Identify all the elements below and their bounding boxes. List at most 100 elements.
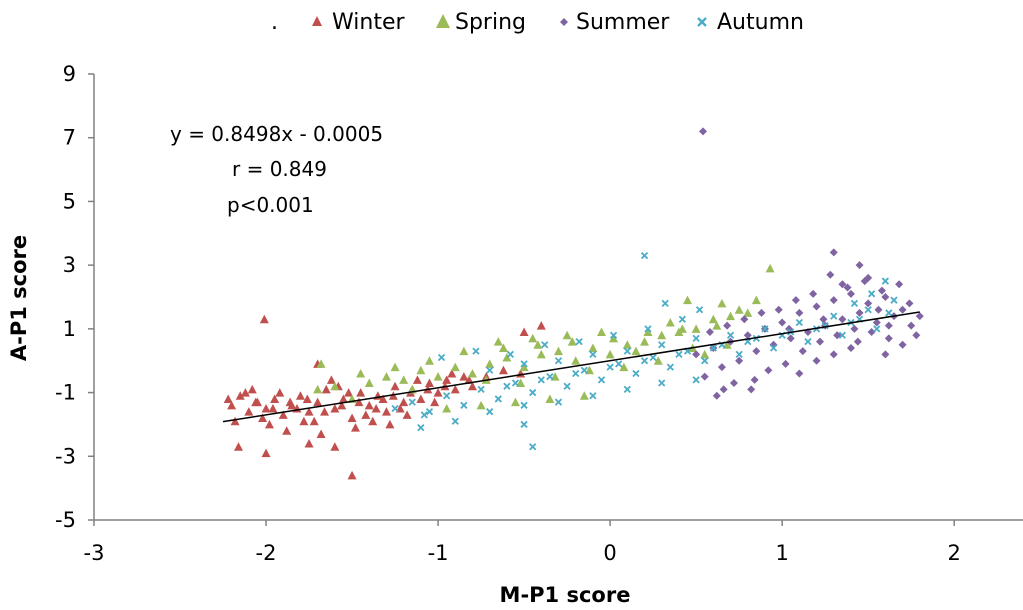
- winter-point: [378, 394, 388, 403]
- winter-point: [302, 394, 312, 403]
- summer-point: [791, 296, 800, 305]
- spring-point: [313, 384, 323, 394]
- autumn-point: [546, 373, 554, 381]
- autumn-point: [572, 369, 580, 378]
- x-tick-label: -3: [84, 541, 105, 565]
- autumn-point: [640, 251, 649, 260]
- winter-point: [350, 423, 360, 432]
- summer-point: [729, 379, 738, 388]
- y-tick-label: -1: [55, 381, 76, 405]
- winter-point: [402, 410, 412, 419]
- autumn-point: [885, 309, 893, 317]
- autumn-point: [615, 360, 623, 368]
- winter-point: [416, 394, 426, 403]
- autumn-point: [649, 353, 657, 362]
- spring-point: [510, 397, 520, 407]
- summer-point: [795, 308, 804, 317]
- winter-point: [278, 410, 288, 419]
- winter-point: [390, 381, 400, 391]
- winter-point: [381, 407, 391, 416]
- y-tick-label: 7: [63, 126, 76, 150]
- autumn-point: [692, 334, 700, 343]
- summer-point: [743, 331, 752, 340]
- y-tick-label: -3: [55, 444, 76, 468]
- autumn-point: [761, 325, 769, 333]
- winter-point: [223, 394, 233, 403]
- autumn-point: [575, 337, 583, 346]
- x-tick-label: -2: [256, 541, 277, 565]
- summer-point: [764, 366, 773, 375]
- spring-point: [316, 359, 326, 368]
- winter-point: [295, 391, 305, 400]
- autumn-point: [735, 350, 743, 358]
- winter-point: [275, 388, 285, 397]
- autumn-point: [589, 392, 597, 400]
- summer-point: [795, 369, 804, 378]
- legend-item-spring: Spring: [436, 10, 526, 35]
- summer-point: [735, 356, 744, 365]
- autumn-point: [511, 379, 520, 387]
- spring-point: [708, 314, 718, 324]
- autumn-point: [769, 344, 778, 352]
- autumn-point: [644, 325, 652, 333]
- winter-point: [371, 404, 381, 413]
- spring-point: [416, 365, 426, 375]
- spring-point: [700, 349, 710, 359]
- spring-point: [330, 381, 340, 391]
- summer-point: [815, 337, 824, 346]
- summer-point: [838, 315, 847, 324]
- autumn-point: [541, 341, 549, 349]
- autumn-point: [486, 408, 494, 416]
- autumn-point: [864, 306, 872, 314]
- spring-point: [657, 330, 667, 340]
- autumn-point: [417, 423, 425, 432]
- spring-point: [381, 372, 391, 381]
- x-tick-label: 1: [775, 541, 788, 565]
- data-points: [223, 127, 924, 480]
- spring-point: [533, 340, 543, 349]
- autumn-point: [678, 315, 687, 323]
- autumn-point: [675, 350, 683, 358]
- summer-point: [905, 299, 914, 308]
- x-axis-label: M-P1 score: [500, 583, 631, 607]
- spring-point: [528, 333, 538, 343]
- winter-point: [519, 327, 529, 337]
- summer-point: [740, 315, 749, 324]
- autumn-point: [563, 382, 571, 390]
- spring-point: [364, 378, 374, 388]
- summer-point: [829, 296, 838, 305]
- summer-point: [898, 340, 907, 349]
- regression-line: [222, 311, 920, 423]
- p-value: p<0.001: [227, 193, 314, 217]
- autumn-point: [623, 385, 631, 394]
- winter-point: [450, 384, 460, 394]
- spring-point: [399, 375, 409, 384]
- summer-point: [884, 334, 893, 343]
- summer-point: [846, 289, 855, 298]
- winter-point: [316, 429, 326, 438]
- spring-point: [726, 311, 736, 321]
- correlation-coefficient: r = 0.849: [232, 157, 327, 181]
- summer-point: [757, 308, 766, 317]
- summer-point: [747, 385, 756, 394]
- summer-point: [778, 318, 787, 327]
- spring-point: [597, 327, 607, 337]
- winter-point: [230, 416, 240, 426]
- autumn-point: [472, 347, 480, 355]
- summer-point: [915, 312, 924, 321]
- summer-point: [881, 293, 890, 301]
- spring-point: [717, 298, 727, 308]
- legend-marker-winter: [312, 16, 322, 26]
- summer-point: [699, 127, 708, 136]
- autumn-point: [460, 401, 468, 409]
- winter-point: [338, 394, 348, 403]
- legend-label-winter: Winter: [332, 10, 405, 35]
- autumn-point: [881, 277, 890, 285]
- spring-point: [485, 359, 495, 368]
- autumn-point: [425, 408, 434, 416]
- spring-point: [579, 391, 589, 400]
- summer-point: [912, 331, 921, 340]
- summer-point: [692, 350, 701, 359]
- winter-point: [313, 397, 323, 407]
